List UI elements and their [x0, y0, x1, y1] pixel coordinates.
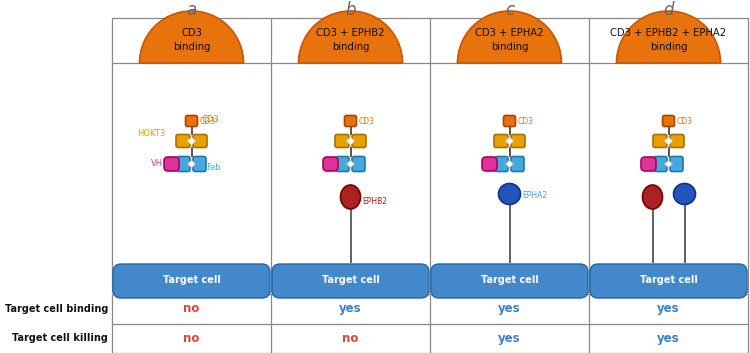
Text: yes: yes — [657, 302, 680, 315]
FancyBboxPatch shape — [503, 115, 515, 126]
FancyBboxPatch shape — [654, 156, 667, 172]
Polygon shape — [188, 137, 196, 145]
Ellipse shape — [674, 184, 695, 204]
FancyBboxPatch shape — [590, 264, 747, 298]
FancyBboxPatch shape — [511, 134, 525, 148]
Text: CD3: CD3 — [200, 116, 215, 126]
Text: VH: VH — [152, 160, 164, 168]
Text: no: no — [342, 332, 358, 345]
Text: Target cell binding: Target cell binding — [4, 304, 108, 314]
Text: EPHA2: EPHA2 — [523, 191, 548, 201]
FancyBboxPatch shape — [653, 134, 667, 148]
FancyBboxPatch shape — [193, 156, 206, 172]
FancyBboxPatch shape — [482, 157, 497, 171]
FancyBboxPatch shape — [176, 134, 190, 148]
Text: yes: yes — [498, 332, 520, 345]
FancyBboxPatch shape — [431, 264, 588, 298]
Text: T cell: T cell — [334, 79, 366, 89]
Text: a: a — [186, 1, 196, 19]
Polygon shape — [506, 137, 514, 145]
FancyBboxPatch shape — [495, 156, 508, 172]
FancyBboxPatch shape — [494, 134, 508, 148]
Text: CD3: CD3 — [518, 116, 533, 126]
FancyBboxPatch shape — [670, 156, 683, 172]
FancyBboxPatch shape — [193, 134, 207, 148]
FancyBboxPatch shape — [177, 156, 190, 172]
Polygon shape — [506, 160, 514, 168]
Text: Target cell: Target cell — [640, 275, 698, 285]
Text: CD3: CD3 — [202, 114, 219, 124]
FancyBboxPatch shape — [670, 134, 684, 148]
Text: yes: yes — [339, 302, 362, 315]
Text: d: d — [663, 1, 674, 19]
Text: b: b — [345, 1, 355, 19]
FancyBboxPatch shape — [511, 156, 524, 172]
Text: CD3 + EPHB2
binding: CD3 + EPHB2 binding — [316, 29, 385, 53]
Text: EPHB2: EPHB2 — [362, 197, 388, 205]
Text: yes: yes — [498, 302, 520, 315]
FancyBboxPatch shape — [113, 264, 270, 298]
Text: yes: yes — [657, 332, 680, 345]
Text: Target cell: Target cell — [322, 275, 380, 285]
Ellipse shape — [340, 185, 361, 209]
Text: CD3: CD3 — [676, 116, 692, 126]
Text: T cell: T cell — [176, 79, 207, 89]
Text: CD3 + EPHB2 + EPHA2
binding: CD3 + EPHB2 + EPHA2 binding — [610, 29, 727, 53]
FancyBboxPatch shape — [323, 157, 338, 171]
Text: CD3 + EPHA2
binding: CD3 + EPHA2 binding — [476, 29, 544, 53]
Polygon shape — [346, 137, 355, 145]
Text: CD3
binding: CD3 binding — [172, 29, 210, 53]
Bar — [112, 18, 748, 292]
Text: Fab: Fab — [206, 163, 221, 173]
Polygon shape — [346, 160, 355, 168]
Bar — [112, 294, 748, 353]
FancyBboxPatch shape — [185, 115, 197, 126]
Text: no: no — [183, 302, 200, 315]
Polygon shape — [664, 160, 673, 168]
Ellipse shape — [643, 185, 662, 209]
FancyBboxPatch shape — [352, 134, 366, 148]
Text: no: no — [183, 332, 200, 345]
Text: c: c — [505, 1, 514, 19]
FancyBboxPatch shape — [335, 134, 349, 148]
Ellipse shape — [499, 184, 520, 204]
Wedge shape — [616, 11, 721, 63]
Polygon shape — [664, 137, 673, 145]
Text: HOKT3: HOKT3 — [137, 128, 166, 138]
FancyBboxPatch shape — [662, 115, 674, 126]
Text: T cell: T cell — [494, 79, 525, 89]
Text: T cell: T cell — [652, 79, 684, 89]
FancyBboxPatch shape — [344, 115, 356, 126]
FancyBboxPatch shape — [336, 156, 349, 172]
Wedge shape — [458, 11, 562, 63]
FancyBboxPatch shape — [641, 157, 656, 171]
Text: Target cell: Target cell — [481, 275, 538, 285]
Text: Target cell: Target cell — [163, 275, 220, 285]
Text: Target cell killing: Target cell killing — [12, 333, 108, 343]
FancyBboxPatch shape — [272, 264, 429, 298]
Wedge shape — [298, 11, 403, 63]
Polygon shape — [188, 160, 196, 168]
FancyBboxPatch shape — [352, 156, 365, 172]
FancyBboxPatch shape — [164, 157, 179, 171]
Wedge shape — [140, 11, 244, 63]
Text: CD3: CD3 — [358, 116, 374, 126]
